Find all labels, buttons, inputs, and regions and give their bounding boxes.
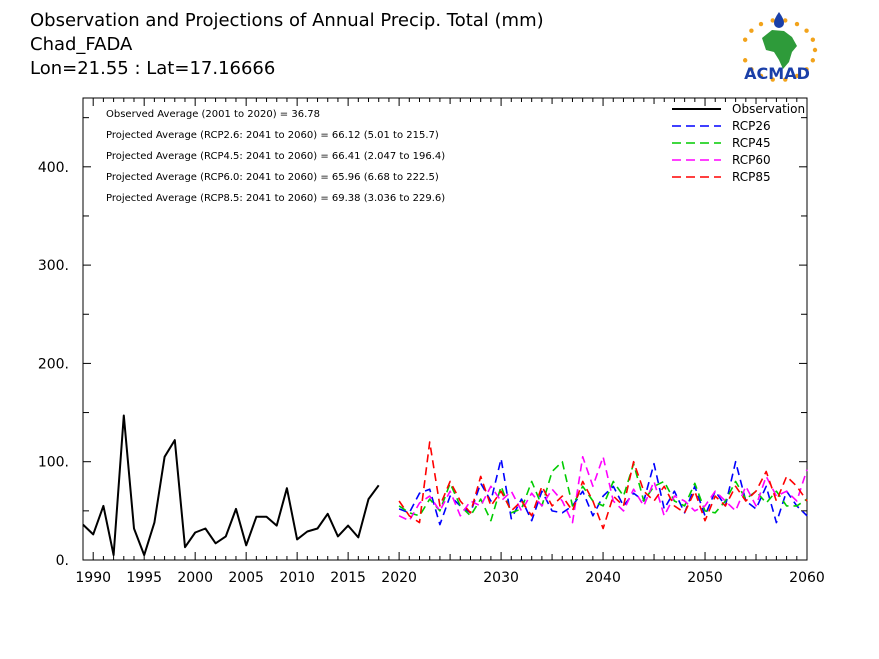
x-tick-label: 2040 bbox=[585, 570, 621, 586]
logo-ray-dot bbox=[810, 58, 816, 63]
legend-label-rcp85: RCP85 bbox=[732, 170, 771, 184]
chart-title: Observation and Projections of Annual Pr… bbox=[30, 10, 544, 31]
logo-ray-dot bbox=[770, 77, 775, 82]
series-line-rcp85 bbox=[398, 441, 808, 530]
annotation-rcp85: Projected Average (RCP8.5: 2041 to 2060)… bbox=[106, 193, 445, 204]
y-tick-label: 200. bbox=[38, 356, 69, 372]
logo-ray-dot bbox=[758, 21, 764, 27]
logo-ray-dot bbox=[742, 58, 748, 63]
logo-ray-dot bbox=[770, 18, 775, 23]
x-tick-label: 2050 bbox=[687, 570, 723, 586]
y-axis: 0. 100. 200. 300. 400. bbox=[38, 117, 807, 569]
logo-ray-dot bbox=[804, 28, 809, 33]
logo-ray-dot bbox=[804, 67, 809, 72]
series-line-rcp26 bbox=[398, 457, 808, 526]
logo-ray-dot bbox=[794, 21, 800, 27]
x-tick-label: 2020 bbox=[381, 570, 417, 586]
legend-label-observation: Observation bbox=[732, 102, 805, 116]
x-tick-label: 2000 bbox=[177, 570, 213, 586]
annotation-rcp26: Projected Average (RCP2.6: 2041 to 2060)… bbox=[106, 130, 439, 141]
series-line-rcp45 bbox=[398, 460, 808, 522]
x-tick-label: 1990 bbox=[75, 570, 111, 586]
legend-label-rcp26: RCP26 bbox=[732, 119, 771, 133]
station-coords: Lon=21.55 : Lat=17.16666 bbox=[30, 58, 275, 79]
y-tick-label: 0. bbox=[56, 553, 69, 569]
x-tick-label: 1995 bbox=[126, 570, 162, 586]
y-tick-label: 400. bbox=[38, 160, 69, 176]
series-line-rcp60 bbox=[398, 455, 808, 524]
logo-ray-dot bbox=[758, 73, 764, 79]
legend: Observation RCP26 RCP45 RCP60 RCP85 bbox=[672, 102, 805, 184]
logo-text: ACMAD bbox=[744, 64, 810, 83]
x-tick-label: 2005 bbox=[228, 570, 264, 586]
y-tick-label: 100. bbox=[38, 455, 69, 471]
annotation-rcp45: Projected Average (RCP4.5: 2041 to 2060)… bbox=[106, 151, 445, 162]
logo-ray-dot bbox=[794, 73, 800, 79]
legend-label-rcp45: RCP45 bbox=[732, 136, 771, 150]
logo-africa-icon bbox=[762, 30, 797, 69]
logo-ray-dot bbox=[749, 67, 754, 72]
station-name: Chad_FADA bbox=[30, 34, 133, 55]
logo-ray-dot bbox=[810, 37, 816, 42]
x-tick-label: 2060 bbox=[789, 570, 825, 586]
annotation-rcp60: Projected Average (RCP6.0: 2041 to 2060)… bbox=[106, 172, 439, 183]
logo-ray-dot bbox=[783, 18, 788, 23]
logo-ray-dot bbox=[742, 37, 748, 42]
annotations: Observed Average (2001 to 2020) = 36.78 … bbox=[106, 109, 445, 204]
x-tick-label: 2010 bbox=[279, 570, 315, 586]
series-line-observation bbox=[82, 414, 380, 557]
annotation-observed: Observed Average (2001 to 2020) = 36.78 bbox=[106, 109, 320, 120]
logo-sun-icon bbox=[742, 18, 818, 82]
y-tick-label: 300. bbox=[38, 258, 69, 274]
logo-ray-dot bbox=[783, 77, 788, 82]
x-tick-label: 2030 bbox=[483, 570, 519, 586]
logo-ray-dot bbox=[749, 28, 754, 33]
acmad-logo: ACMAD bbox=[742, 12, 818, 83]
logo-ray-dot bbox=[812, 47, 818, 53]
x-tick-label: 2015 bbox=[330, 570, 366, 586]
legend-label-rcp60: RCP60 bbox=[732, 153, 771, 167]
logo-drop-icon bbox=[774, 12, 784, 28]
x-axis: 1990 1995 2000 2005 2010 2015 2020 2030 2040 2050… bbox=[75, 98, 825, 586]
plot-frame bbox=[82, 97, 808, 561]
series-layer bbox=[82, 414, 808, 557]
